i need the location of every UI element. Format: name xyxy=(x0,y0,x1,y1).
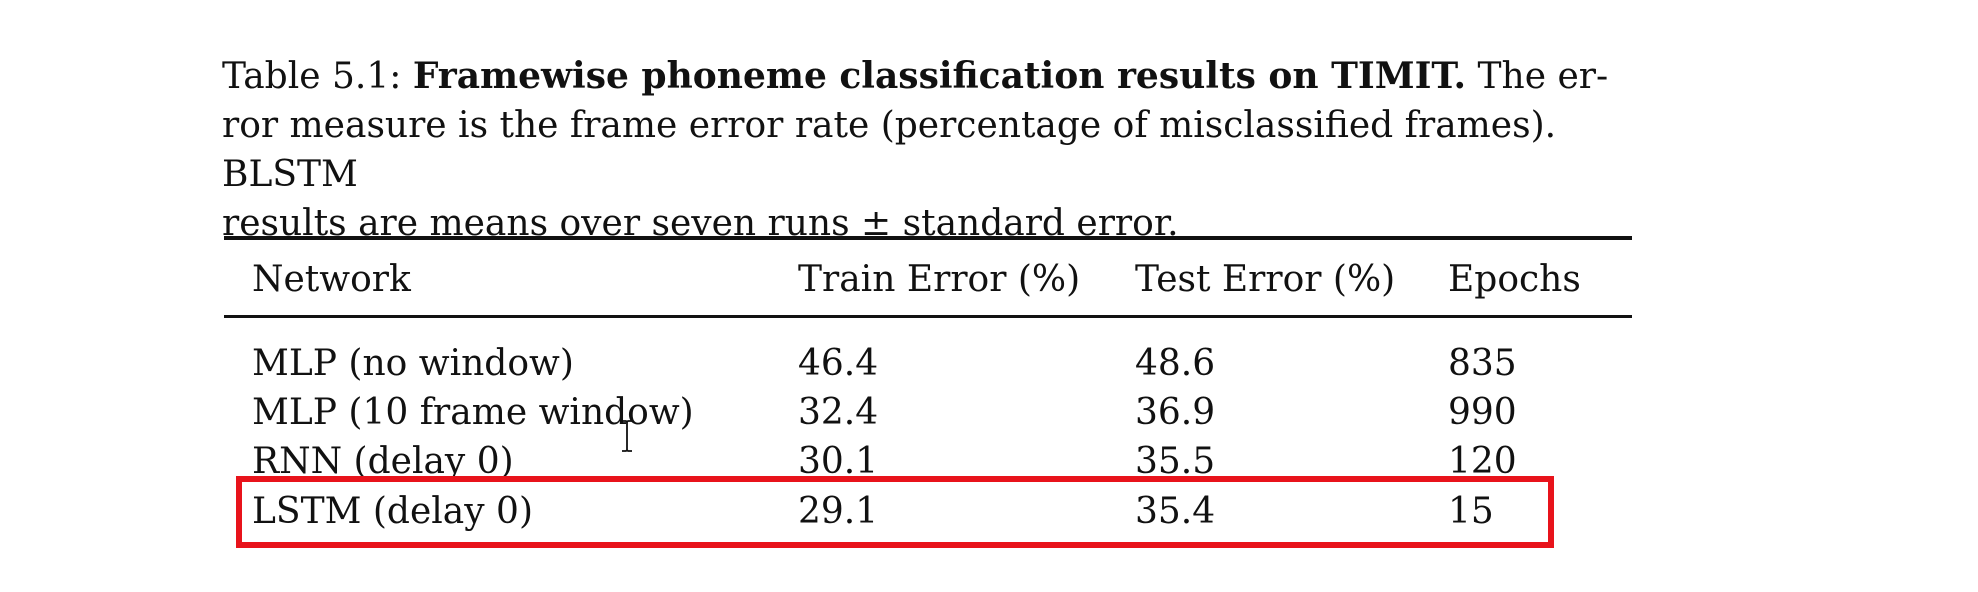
row-3-train-error: 29.1 xyxy=(798,491,879,532)
row-3-test-error: 35.4 xyxy=(1135,491,1216,532)
row-1-network: MLP (10 frame window) xyxy=(252,392,694,433)
header-test-error: Test Error (%) xyxy=(1135,259,1396,300)
header-epochs: Epochs xyxy=(1448,259,1581,300)
text-cursor-icon xyxy=(622,420,632,452)
row-2-train-error: 30.1 xyxy=(798,441,879,482)
caption-label: Table 5.1: xyxy=(222,56,402,97)
row-0-test-error: 48.6 xyxy=(1135,343,1216,384)
table-top-rule xyxy=(224,236,1632,240)
row-1-epochs: 990 xyxy=(1448,392,1517,433)
caption-line-3: results are means over seven runs ± stan… xyxy=(222,203,1179,244)
caption-title: Framewise phoneme classification results… xyxy=(412,55,1467,97)
caption-line-2: ror measure is the frame error rate (per… xyxy=(222,105,1557,195)
row-3-epochs: 15 xyxy=(1448,491,1494,532)
row-0-train-error: 46.4 xyxy=(798,343,879,384)
row-1-test-error: 36.9 xyxy=(1135,392,1216,433)
row-1-train-error: 32.4 xyxy=(798,392,879,433)
row-2-network: RNN (delay 0) xyxy=(252,441,514,482)
row-2-test-error: 35.5 xyxy=(1135,441,1216,482)
header-train-error: Train Error (%) xyxy=(798,259,1081,300)
table-header-rule xyxy=(224,315,1632,318)
row-0-epochs: 835 xyxy=(1448,343,1517,384)
row-0-network: MLP (no window) xyxy=(252,343,574,384)
header-network: Network xyxy=(252,259,411,300)
table-caption: Table 5.1: Framewise phoneme classificat… xyxy=(222,52,1642,248)
row-3-network: LSTM (delay 0) xyxy=(252,491,533,532)
highlight-box xyxy=(236,476,1554,548)
row-2-epochs: 120 xyxy=(1448,441,1517,482)
caption-text-part-1: The er- xyxy=(1477,56,1609,97)
caption-line-1: Table 5.1: Framewise phoneme classificat… xyxy=(222,52,1642,101)
